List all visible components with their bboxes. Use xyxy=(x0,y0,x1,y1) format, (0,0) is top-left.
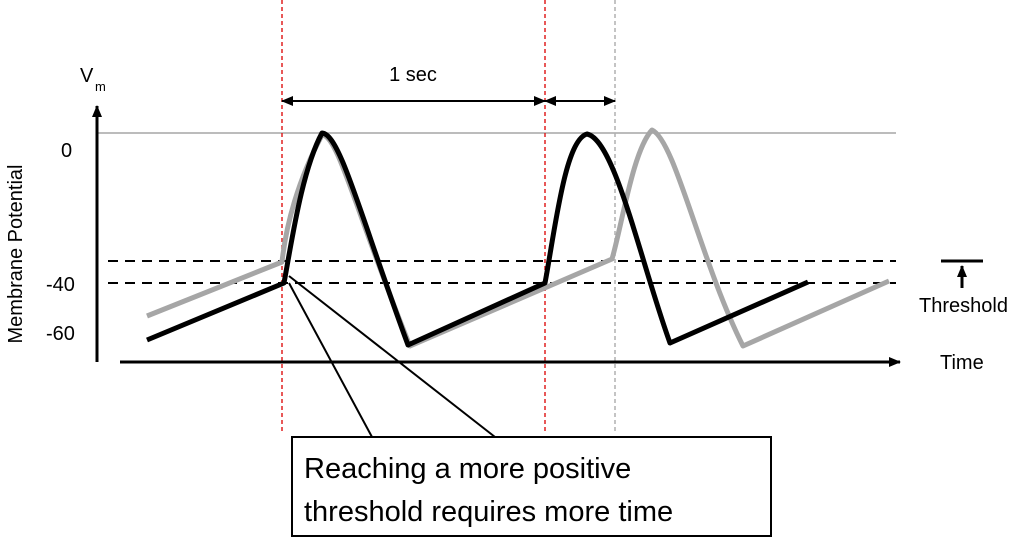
callout-line-1: Reaching a more positive xyxy=(304,453,631,485)
x-axis-title: Time xyxy=(940,352,984,374)
interval-label: 1 sec xyxy=(389,64,437,86)
callout-pointer-right xyxy=(288,275,496,438)
y-tick-minus60: -60 xyxy=(46,323,75,345)
y-axis-symbol: V xyxy=(80,65,94,87)
black-trace-thin-segment xyxy=(407,281,546,347)
threshold-label: Threshold xyxy=(919,295,1008,317)
y-tick-minus40: -40 xyxy=(46,274,75,296)
callout-box xyxy=(291,436,772,537)
y-axis-symbol-subscript: m xyxy=(95,79,106,94)
callout-pointer-left xyxy=(288,282,373,438)
y-axis-title: Membrane Potential xyxy=(5,165,27,344)
callout-line-2: threshold requires more time xyxy=(304,496,673,528)
gray-trace xyxy=(146,127,891,349)
y-tick-0: 0 xyxy=(61,140,72,162)
